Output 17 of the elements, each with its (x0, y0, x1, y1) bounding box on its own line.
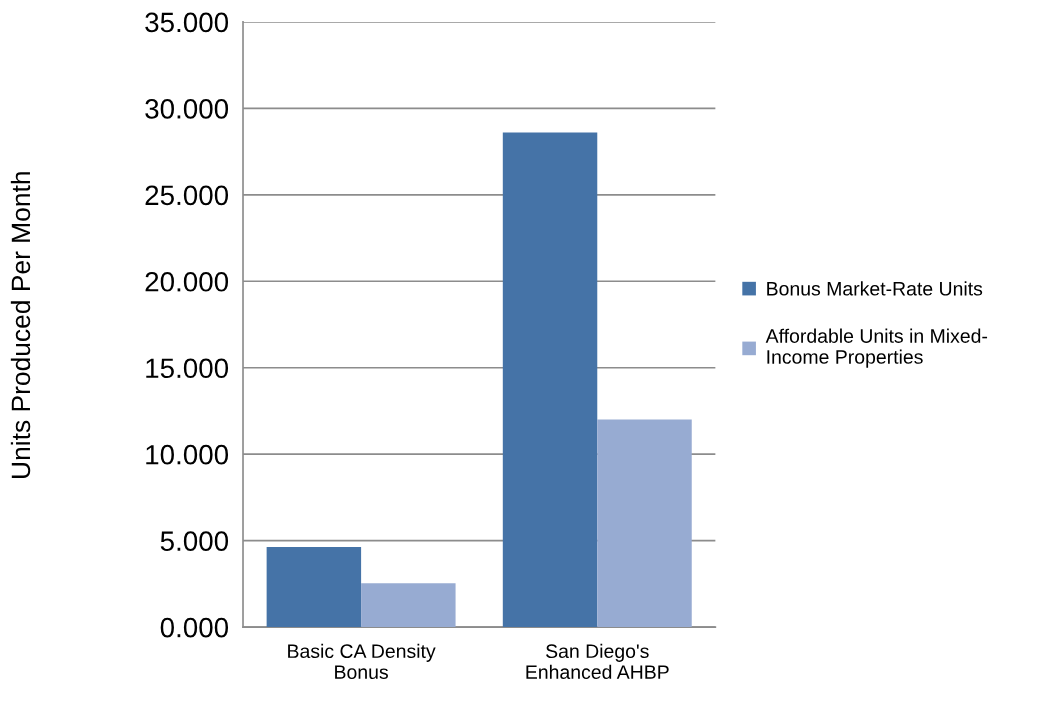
y-tick-label: 35.000 (145, 12, 229, 33)
y-tick-label: 15.000 (146, 358, 229, 379)
y-tick-label: 20.000 (145, 271, 229, 292)
y-tick-label: 30.000 (145, 99, 229, 119)
y-axis-title: Units Produced Per Month (10, 172, 31, 478)
legend-label: Affordable Units in Mixed- Income Properties (765, 328, 988, 368)
y-tick-label: 25.000 (145, 185, 229, 206)
bar (597, 419, 692, 628)
bar (361, 583, 456, 628)
y-tick-label: 10.000 (146, 444, 229, 465)
legend-label: Bonus Market-Rate Units (767, 281, 983, 296)
bar (502, 132, 598, 628)
y-tick-label: 0.000 (160, 617, 229, 638)
x-tick-label: San Diego's Enhanced AHBP (526, 643, 669, 679)
y-tick-label: 5.000 (160, 531, 229, 551)
bar (266, 547, 362, 628)
x-tick-label: Basic CA Density Bonus (288, 643, 436, 679)
